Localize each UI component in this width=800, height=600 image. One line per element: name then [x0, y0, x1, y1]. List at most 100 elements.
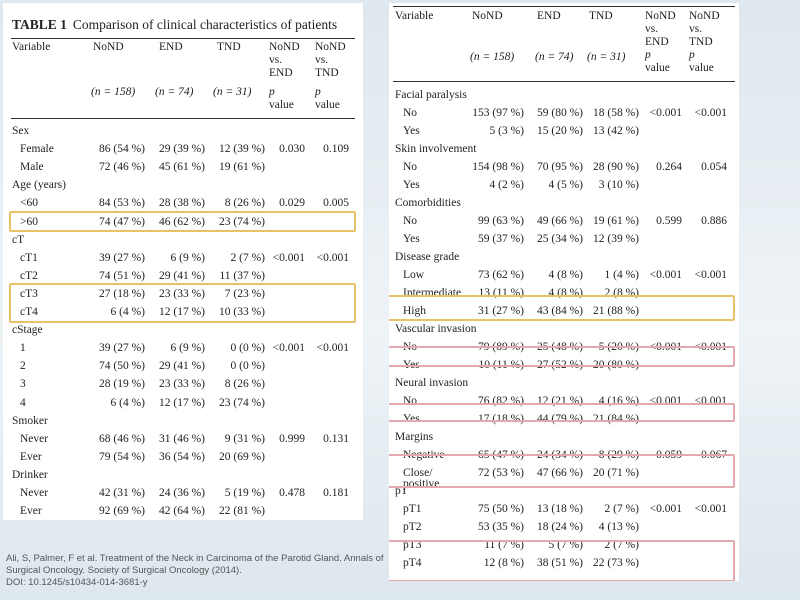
table-row: No 153 (97 %) 59 (80 %) 18 (58 %) <0.001 <0.0… — [389, 104, 739, 122]
cell-nond: 17 (18 %) — [478, 413, 524, 425]
cell-nond: 59 (37 %) — [478, 233, 524, 245]
cell-end: 29 (41 %) — [159, 360, 205, 373]
table-row: Low 73 (62 %) 4 (8 %) 1 (4 %) <0.001 <0.001 — [389, 266, 739, 284]
table-section-row: Age (years) — [3, 176, 363, 194]
cell-p-nond-end: 0.999 — [279, 432, 305, 445]
table-row: cT4 6 (4 %) 12 (17 %) 10 (33 %) — [3, 303, 363, 321]
cell-p-nond-end: <0.001 — [649, 269, 682, 281]
cell-tnd: 2 (8 %) — [604, 287, 640, 299]
cell-nond: 4 (2 %) — [489, 179, 525, 191]
row-label: Never — [20, 487, 49, 499]
table-row: No 76 (82 %) 12 (21 %) 4 (16 %) <0.001 <0.001 — [389, 392, 739, 410]
left-table-panel: TABLE 1 Comparison of clinical characteri… — [3, 3, 363, 520]
cell-end: 25 (48 %) — [537, 341, 583, 353]
cell-p-nond-tnd: <0.001 — [694, 269, 727, 281]
table-caption: Comparison of clinical characteristics o… — [72, 17, 338, 32]
row-label: Low — [403, 269, 425, 281]
row-label: cStage — [12, 324, 43, 337]
row-label: No — [403, 107, 418, 119]
cell-nond: 27 (18 %) — [99, 287, 145, 300]
table-row: pT2 53 (35 %) 18 (24 %) 4 (13 %) — [389, 518, 739, 536]
header-rule — [11, 118, 355, 119]
cell-p-nond-end: 0.059 — [656, 449, 682, 461]
table-row: cT1 39 (27 %) 6 (9 %) 2 (7 %) <0.001 <0.001 — [3, 249, 363, 267]
cell-end: 28 (38 %) — [159, 197, 205, 210]
row-label: 2 — [20, 360, 26, 373]
table-row: <60 84 (53 %) 28 (38 %) 8 (26 %) 0.029 0.005 — [3, 194, 363, 212]
cell-nond: 76 (82 %) — [478, 395, 524, 407]
table-row: Yes 10 (11 %) 27 (52 %) 20 (80 %) — [389, 356, 739, 374]
table-section-row: Drinker — [3, 466, 363, 484]
cell-tnd: 8 (29 %) — [598, 449, 639, 461]
cell-tnd: 20 (71 %) — [593, 467, 639, 479]
cell-end: 5 (7 %) — [548, 539, 584, 551]
table-row: Female 86 (54 %) 29 (39 %) 12 (39 %) 0.030 0.… — [3, 140, 363, 158]
row-label: Yes — [403, 413, 420, 425]
cell-p-nond-end: <0.001 — [649, 395, 682, 407]
row-label: Facial paralysis — [395, 89, 467, 101]
cell-nond: 86 (54 %) — [99, 143, 145, 156]
table-row: >60 74 (47 %) 46 (62 %) 23 (74 %) — [3, 213, 363, 231]
cell-end: 4 (8 %) — [548, 269, 584, 281]
top-rule — [393, 6, 735, 7]
cell-p-nond-end: 0.030 — [279, 143, 305, 156]
cell-tnd: 9 (31 %) — [224, 432, 265, 445]
cell-tnd: 12 (39 %) — [219, 143, 265, 156]
row-label: Yes — [403, 125, 420, 137]
cell-nond: 75 (50 %) — [478, 503, 524, 515]
cell-nond: 74 (51 %) — [99, 269, 145, 282]
row-label: Sex — [12, 125, 30, 137]
cell-end: 29 (39 %) — [159, 143, 205, 156]
row-label: Female — [20, 143, 54, 156]
row-label: pT2 — [403, 521, 422, 533]
row-label: Neural invasion — [395, 377, 469, 389]
header-tnd: TND — [589, 10, 613, 22]
cell-nond: 28 (19 %) — [99, 378, 145, 391]
row-label: Comorbidities — [395, 197, 461, 209]
header-n-nond: (n = 158) — [470, 51, 515, 63]
row-label: <60 — [20, 197, 38, 210]
row-label: pT1 — [403, 503, 422, 515]
header-p-nond-tnd: NoND vs. TND p value — [689, 10, 720, 74]
table-row: No 99 (63 %) 49 (66 %) 19 (61 %) 0.599 0.886 — [389, 212, 739, 230]
row-label: Close/ — [403, 467, 433, 479]
cell-p-nond-tnd: 0.054 — [701, 161, 727, 173]
row-label: >60 — [20, 215, 38, 228]
table-section-row: Smoker — [3, 412, 363, 430]
cell-nond: 74 (50 %) — [99, 360, 145, 373]
cell-tnd: 21 (84 %) — [593, 413, 639, 425]
cell-tnd: 18 (58 %) — [593, 107, 639, 119]
table-section-row: Sex — [3, 122, 363, 140]
table-row: Intermediate 13 (11 %) 4 (8 %) 2 (8 %) — [389, 284, 739, 302]
cell-end: 27 (52 %) — [537, 359, 583, 371]
cell-p-nond-tnd: <0.001 — [694, 395, 727, 407]
cell-nond: 74 (47 %) — [99, 215, 145, 228]
table-row: pT1 75 (50 %) 13 (18 %) 2 (7 %) <0.001 <0.001 — [389, 500, 739, 518]
row-label: High — [403, 305, 426, 317]
table-section-row: Facial paralysis — [389, 86, 739, 104]
header-n-nond: (n = 158) — [91, 86, 136, 98]
row-label: Never — [20, 432, 49, 445]
cell-tnd: 19 (61 %) — [593, 215, 639, 227]
cell-p-nond-end: 0.029 — [279, 197, 305, 210]
cell-tnd: 4 (13 %) — [598, 521, 639, 533]
cell-tnd: 0 (0 %) — [230, 342, 266, 355]
cell-tnd: 12 (39 %) — [593, 233, 639, 245]
cell-end: 18 (24 %) — [537, 521, 583, 533]
cell-tnd: 3 (10 %) — [598, 179, 639, 191]
table-row: No 79 (89 %) 25 (48 %) 5 (20 %) <0.001 <0.001 — [389, 338, 739, 356]
row-label: 1 — [20, 342, 26, 355]
row-label: Age (years) — [12, 179, 66, 192]
table-row: pT3 11 (7 %) 5 (7 %) 2 (7 %) — [389, 536, 739, 554]
cell-nond: 11 (7 %) — [484, 539, 524, 551]
cell-nond: 73 (62 %) — [478, 269, 524, 281]
table-row: Ever 92 (69 %) 42 (64 %) 22 (81 %) — [3, 502, 363, 520]
cell-nond: 68 (46 %) — [99, 432, 145, 445]
table-row: 2 74 (50 %) 29 (41 %) 0 (0 %) — [3, 357, 363, 375]
header-end: END — [159, 41, 183, 53]
cell-end: 31 (46 %) — [159, 432, 205, 445]
table-section-row: pT — [389, 482, 739, 500]
table-row: No 154 (98 %) 70 (95 %) 28 (90 %) 0.264 0.054 — [389, 158, 739, 176]
table-row: pT4 12 (8 %) 38 (51 %) 22 (73 %) — [389, 554, 739, 572]
header-n-tnd: (n = 31) — [213, 86, 252, 98]
